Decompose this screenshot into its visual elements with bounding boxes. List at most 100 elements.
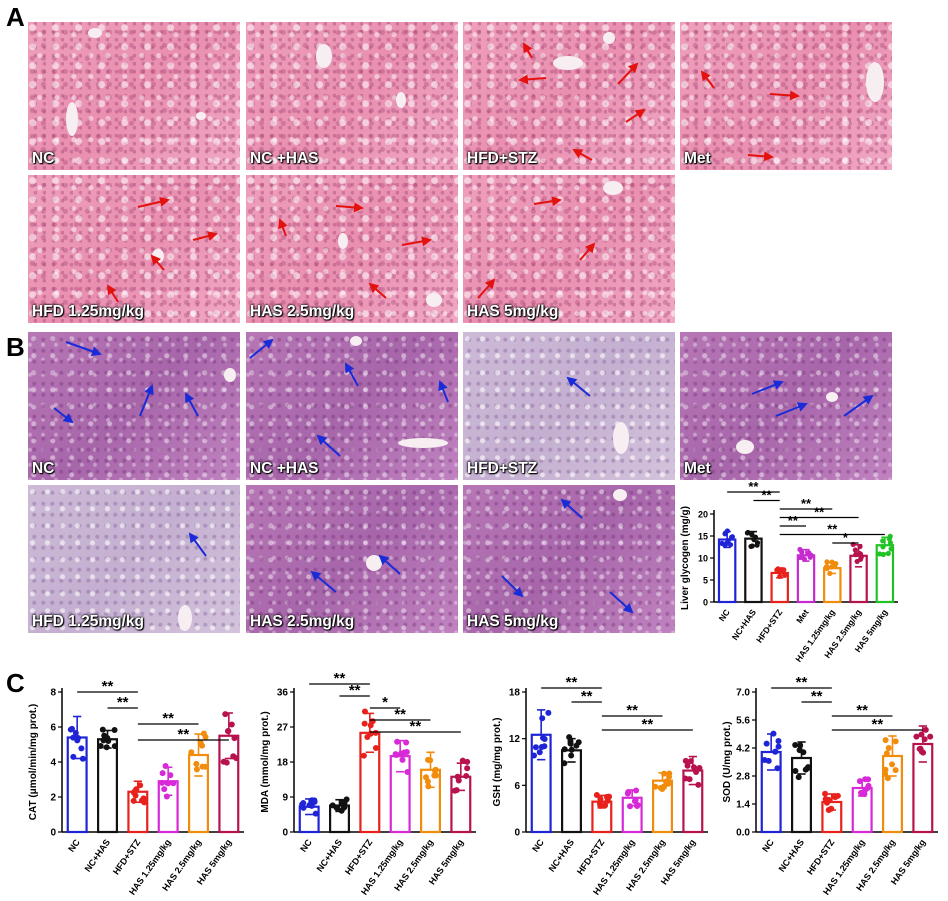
data-point — [796, 747, 803, 754]
data-point — [403, 749, 410, 756]
data-point — [927, 733, 934, 740]
bar — [651, 779, 674, 834]
data-point — [886, 536, 892, 542]
micrograph-label: Met — [684, 150, 711, 167]
x-tick-label: NC — [717, 607, 732, 623]
significance-label: * — [843, 530, 849, 545]
data-point — [597, 802, 604, 809]
y-tick-label: 6 — [514, 781, 520, 792]
data-point — [188, 749, 195, 756]
y-axis-label: SOD (U/mg prot.) — [722, 721, 733, 802]
data-point — [888, 546, 894, 552]
data-point — [682, 757, 689, 764]
data-point — [164, 779, 171, 786]
red-arrow-icon — [368, 282, 387, 299]
data-point — [372, 745, 379, 752]
data-point — [193, 760, 200, 767]
data-point — [425, 783, 432, 790]
data-point — [795, 774, 802, 781]
red-arrow-icon — [192, 231, 218, 241]
data-point — [761, 756, 768, 763]
data-point — [222, 711, 229, 718]
data-point — [695, 781, 702, 788]
y-tick-label: 18 — [277, 758, 289, 769]
data-point — [159, 779, 166, 786]
data-point — [101, 732, 108, 739]
data-point — [568, 746, 575, 753]
data-point — [162, 762, 169, 769]
significance-label: ** — [162, 710, 174, 727]
pas-micrograph-nc: NC — [28, 332, 240, 480]
data-point — [862, 776, 869, 783]
x-tick-label: NC — [66, 837, 82, 854]
data-point — [427, 757, 434, 764]
he-micrograph-nc-has: NC +HAS — [246, 22, 458, 170]
data-point — [883, 750, 890, 757]
blue-arrow-icon — [378, 554, 401, 575]
data-point — [832, 794, 839, 801]
data-point — [889, 761, 896, 768]
data-point — [199, 742, 206, 749]
data-point — [463, 772, 470, 779]
y-tick-label: 5.6 — [736, 716, 750, 727]
data-point — [792, 742, 799, 749]
blue-arrow-icon — [249, 338, 274, 359]
data-point — [531, 752, 538, 759]
data-point — [853, 552, 859, 558]
data-point — [770, 730, 777, 737]
significance-label: ** — [856, 702, 868, 719]
data-point — [433, 772, 440, 779]
data-point — [372, 729, 379, 736]
data-point — [882, 766, 889, 773]
x-tick-label: HFD+STZ — [805, 837, 837, 877]
blue-arrow-icon — [139, 384, 154, 417]
data-point — [892, 738, 899, 745]
pas-micrograph-hfd-1.25: HFD 1.25mg/kg — [28, 485, 240, 633]
data-point — [231, 735, 238, 742]
data-point — [921, 736, 928, 743]
significance-label: ** — [801, 496, 812, 511]
y-tick-label: 18 — [509, 688, 521, 699]
data-point — [566, 734, 573, 741]
significance-label: ** — [796, 674, 808, 691]
y-tick-label: 0 — [282, 828, 288, 839]
data-point — [725, 537, 731, 544]
bar — [450, 775, 472, 834]
x-tick-label: NC+HAS — [777, 837, 807, 873]
data-point — [130, 797, 137, 804]
data-point — [541, 743, 548, 750]
data-point — [682, 775, 689, 782]
significance-label: ** — [641, 716, 653, 733]
blue-arrow-icon — [438, 380, 449, 403]
significance-label: ** — [409, 718, 421, 735]
y-tick-label: 8 — [50, 688, 56, 699]
red-arrow-icon — [518, 74, 547, 85]
data-point — [666, 773, 673, 780]
significance-label: ** — [748, 479, 759, 494]
data-point — [361, 708, 368, 715]
data-point — [360, 752, 367, 759]
y-tick-label: 0 — [514, 828, 520, 839]
data-point — [690, 764, 697, 771]
significance-label: ** — [871, 716, 883, 733]
data-point — [568, 752, 575, 759]
y-tick-label: 27 — [277, 723, 289, 734]
blue-arrow-icon — [310, 570, 337, 593]
significance-label: ** — [117, 694, 129, 711]
x-tick-label: HFD+STZ — [111, 837, 143, 877]
data-point — [536, 749, 543, 756]
data-point — [634, 802, 641, 809]
blue-arrow-icon — [751, 380, 784, 395]
data-point — [111, 727, 118, 734]
blue-arrow-icon — [609, 591, 634, 614]
data-point — [833, 561, 839, 567]
data-point — [772, 748, 779, 755]
data-point — [394, 738, 401, 745]
data-point — [228, 721, 235, 728]
pas-micrograph-has-5: HAS 5mg/kg — [463, 485, 675, 633]
bar — [96, 738, 119, 834]
data-point — [339, 799, 346, 806]
data-point — [880, 544, 886, 550]
he-micrograph-nc: NC — [28, 22, 240, 170]
data-point — [882, 737, 889, 744]
